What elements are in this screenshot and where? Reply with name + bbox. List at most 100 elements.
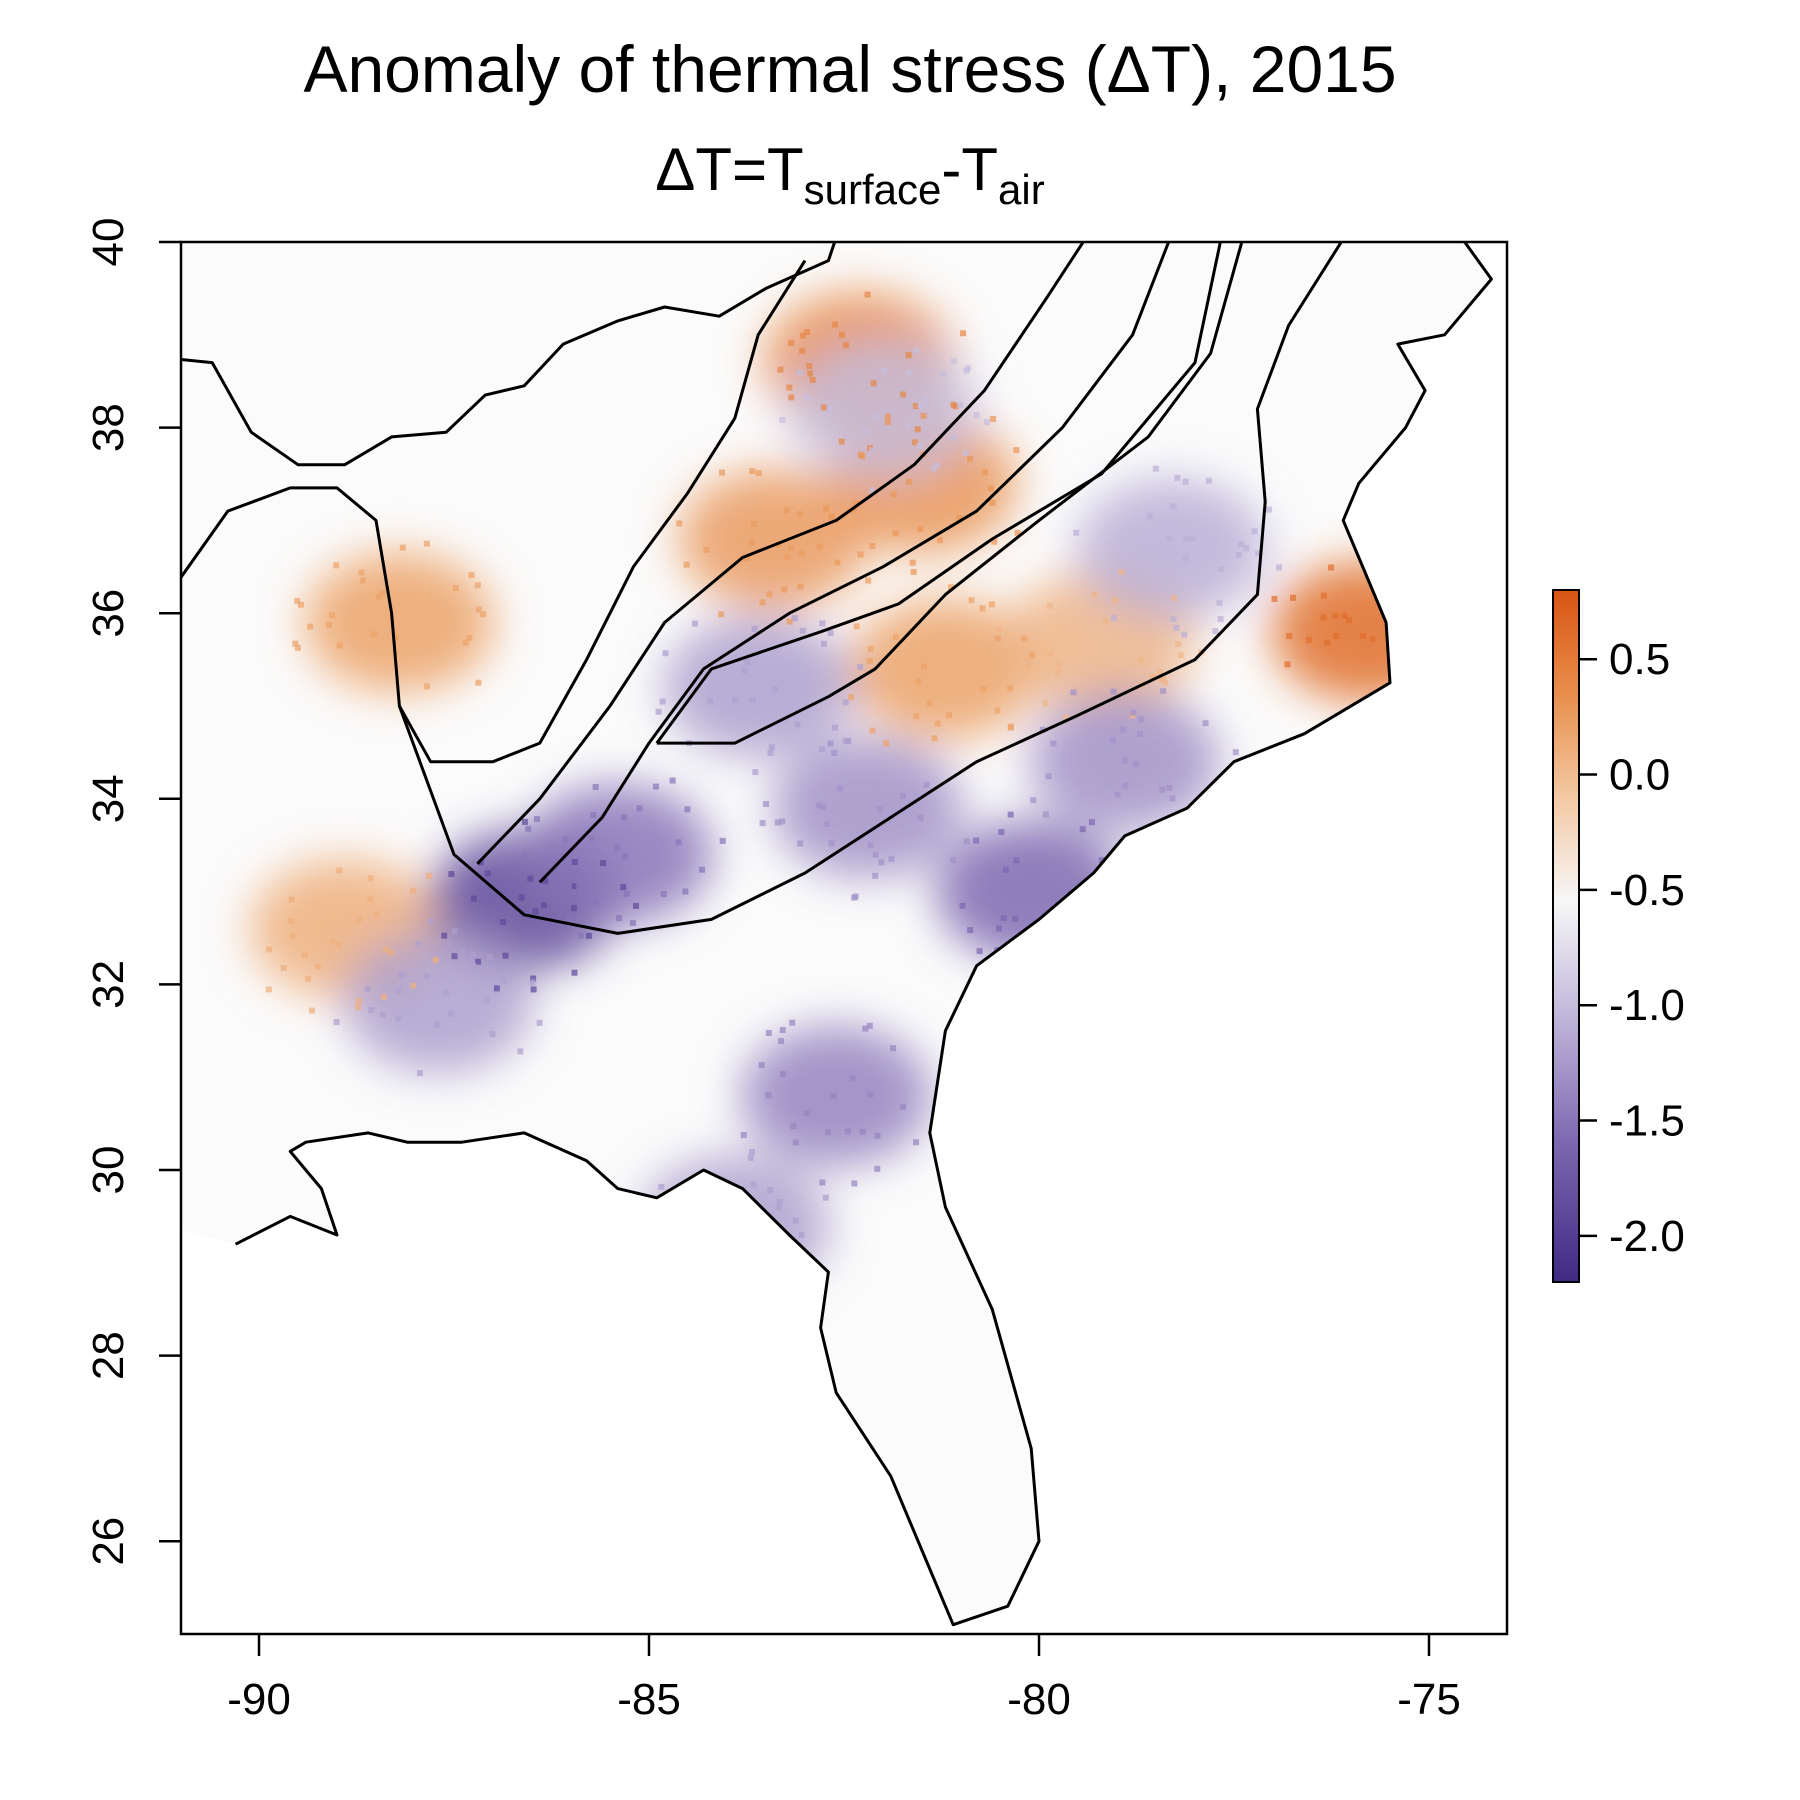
anomaly-pixel [804, 329, 810, 335]
anomaly-pixel [786, 618, 793, 625]
anomaly-pixel [571, 969, 578, 976]
anomaly-pixel [292, 640, 299, 647]
anomaly-pixel [1443, 631, 1450, 638]
anomaly-pixel [718, 611, 725, 618]
anomaly-pixel [593, 899, 599, 906]
anomaly-pixel [979, 605, 986, 612]
anomaly-pixel [832, 724, 838, 731]
anomaly-pixel [869, 543, 876, 549]
anomaly-pixel [629, 920, 636, 926]
anomaly-pixel [1243, 545, 1250, 552]
anomaly-pixel [752, 769, 759, 776]
anomaly-pixel [837, 785, 843, 792]
anomaly-pixel [866, 1022, 873, 1029]
anomaly-pixel [451, 928, 458, 935]
anomaly-pixel [1305, 637, 1312, 643]
anomaly-pixel [774, 819, 781, 826]
anomaly-pixel [806, 363, 813, 369]
anomaly-pixel [1152, 465, 1159, 472]
anomaly-pixel [417, 1070, 423, 1077]
anomaly-pixel [1183, 535, 1189, 542]
anomaly-pixel [307, 623, 314, 630]
anomaly-pixel [1066, 904, 1073, 911]
anomaly-pixel [1182, 555, 1189, 561]
anomaly-pixel [684, 806, 691, 813]
anomaly-pixel [728, 1262, 735, 1269]
anomaly-pixel [480, 611, 487, 618]
anomaly-pixel [948, 584, 954, 591]
anomaly-pixel [614, 844, 621, 851]
anomaly-pixel [336, 867, 343, 874]
region-boundary [538, 242, 1171, 884]
anomaly-pixel [500, 919, 507, 925]
anomaly-pixel [792, 1139, 799, 1146]
anomaly-pixel [1079, 826, 1086, 833]
anomaly-pixel [864, 291, 871, 298]
anomaly-pixel [616, 915, 623, 922]
anomaly-pixel [744, 555, 750, 562]
anomaly-pixel [1177, 652, 1184, 659]
anomaly-pixel [562, 836, 569, 843]
colorbar-ticks: 0.5 0.0 -0.5 -1.0 -1.5 -2.0 [1579, 635, 1685, 1261]
anomaly-pixel [819, 1179, 826, 1186]
anomaly-pixel [477, 859, 484, 866]
anomaly-pixel [909, 559, 916, 566]
anomaly-pixel [707, 698, 714, 705]
anomaly-pixel [294, 598, 301, 604]
anomaly-pixel [890, 1045, 896, 1052]
anomaly-pixel [819, 620, 826, 627]
anomaly-pixel [867, 842, 874, 848]
anomaly-pixel [1073, 529, 1080, 536]
anomaly-pixel [301, 952, 308, 959]
anomaly-pixel [1197, 801, 1204, 808]
anomaly-pixel [1426, 558, 1433, 565]
anomaly-pixel [1265, 506, 1272, 513]
x-tick-label: -75 [1397, 1675, 1461, 1724]
anomaly-pixel [1000, 915, 1007, 922]
colorbar-tick-label: -1.5 [1609, 1097, 1685, 1146]
anomaly-pixel [1170, 616, 1177, 622]
anomaly-pixel [355, 997, 362, 1004]
anomaly-pixel [333, 562, 340, 569]
anomaly-pixel [1276, 564, 1283, 571]
anomaly-pixel [784, 553, 791, 560]
colorbar-tick-label: -1.0 [1609, 981, 1685, 1030]
anomaly-pixel [950, 856, 957, 863]
anomaly-pixel [767, 749, 774, 756]
anomaly-pixel [470, 895, 477, 902]
anomaly-pixel [1013, 447, 1020, 454]
map-panel [181, 242, 1493, 1627]
anomaly-pixel [934, 720, 941, 727]
anomaly-pixel [1033, 927, 1040, 934]
anomaly-pixel [578, 932, 584, 939]
anomaly-pixel [931, 735, 938, 742]
anomaly-pixel [959, 902, 966, 909]
anomaly-pixel [1149, 673, 1156, 680]
anomaly-pixel [1120, 726, 1127, 733]
anomaly-pixel [779, 417, 786, 424]
anomaly-pixel [899, 792, 906, 799]
anomaly-pixel [827, 740, 834, 747]
anomaly-pixel [905, 478, 912, 485]
anomaly-pixel [699, 866, 705, 873]
anomaly-pixel [866, 658, 873, 664]
anomaly-pixel [741, 667, 748, 674]
anomaly-pixel [759, 820, 766, 827]
anomaly-pixel [913, 713, 920, 719]
anomaly-pixel [803, 1110, 810, 1117]
region-boundary [656, 242, 1244, 745]
anomaly-pixel [585, 932, 592, 939]
anomaly-pixel [575, 882, 582, 889]
anomaly-pixel [732, 697, 739, 704]
anomaly-pixel [914, 426, 921, 433]
anomaly-pixel [884, 419, 891, 426]
anomaly-pixel [766, 591, 773, 598]
anomaly-pixel [874, 1132, 881, 1139]
anomaly-pixel [1341, 612, 1348, 619]
anomaly-pixel [1212, 628, 1219, 635]
anomaly-pixel [1125, 912, 1132, 919]
anomaly-pixel [1064, 965, 1071, 971]
anomaly-pixel [899, 1103, 906, 1110]
anomaly-pixel [288, 896, 295, 903]
anomaly-pixel [532, 908, 539, 915]
